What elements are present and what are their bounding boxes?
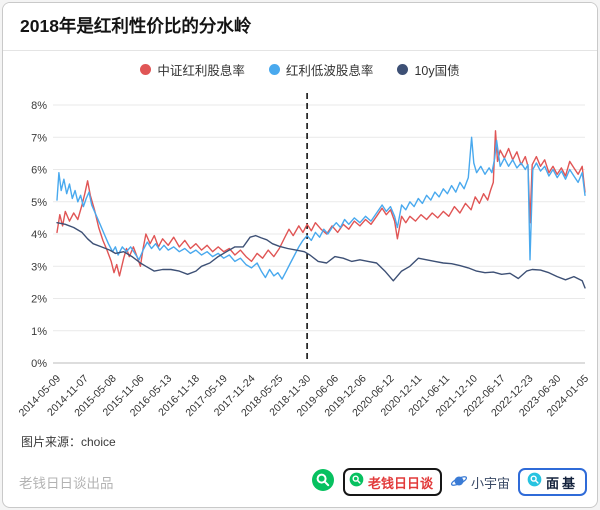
source-note: 图片来源：choice — [21, 435, 116, 449]
y-tick-label: 3% — [31, 261, 47, 273]
credit-text: 老钱日日谈出品 — [19, 476, 114, 491]
legend-dot — [140, 64, 152, 75]
search-icon — [349, 472, 364, 492]
series-line-中证红利股息率 — [56, 130, 586, 277]
wechat-badge-label: 老钱日日谈 — [367, 475, 433, 491]
series-line-10y国债 — [56, 221, 586, 289]
planet-icon — [450, 472, 468, 493]
page-title: 2018年是红利性价比的分水岭 — [3, 3, 597, 51]
legend-item: 中证红利股息率 — [140, 60, 245, 79]
y-tick-label: 1% — [31, 326, 47, 338]
legend-label: 10y国债 — [414, 64, 460, 78]
legend-label: 红利低波股息率 — [285, 64, 374, 78]
legend-label: 中证红利股息率 — [157, 64, 245, 78]
y-tick-label: 0% — [31, 358, 47, 370]
y-tick-label: 2% — [31, 294, 47, 306]
y-tick-label: 7% — [31, 132, 47, 144]
y-tick-label: 5% — [31, 197, 47, 209]
series-line-红利低波股息率 — [56, 136, 586, 280]
xiaoyuzhou-group: 小宇宙 — [450, 472, 510, 493]
wechat-search-badge: 老钱日日谈 — [342, 468, 442, 496]
legend-item: 10y国债 — [397, 60, 460, 79]
mianji-badge: 面基 — [517, 468, 587, 496]
chart-legend: 中证红利股息率 红利低波股息率 10y国债 — [3, 60, 597, 79]
legend-item: 红利低波股息率 — [268, 60, 374, 79]
y-tick-label: 4% — [31, 229, 47, 241]
xiaoyuzhou-label: 小宇宙 — [470, 475, 510, 491]
footer-social-group: 老钱日日谈 小宇宙 — [311, 468, 587, 497]
footer-bar: 老钱日日谈出品 老钱日日谈 — [19, 467, 587, 497]
y-tick-label: 6% — [31, 165, 47, 177]
legend-dot — [397, 64, 409, 75]
dividend-yield-line-chart: 0%1%2%3%4%5%6%7%8%2014-05-092014-11-0720… — [17, 93, 591, 419]
mianji-badge-label: 面基 — [545, 475, 578, 491]
wechat-icon — [311, 468, 335, 497]
search-icon — [527, 472, 542, 492]
legend-dot — [268, 64, 280, 75]
y-tick-label: 8% — [31, 100, 47, 112]
